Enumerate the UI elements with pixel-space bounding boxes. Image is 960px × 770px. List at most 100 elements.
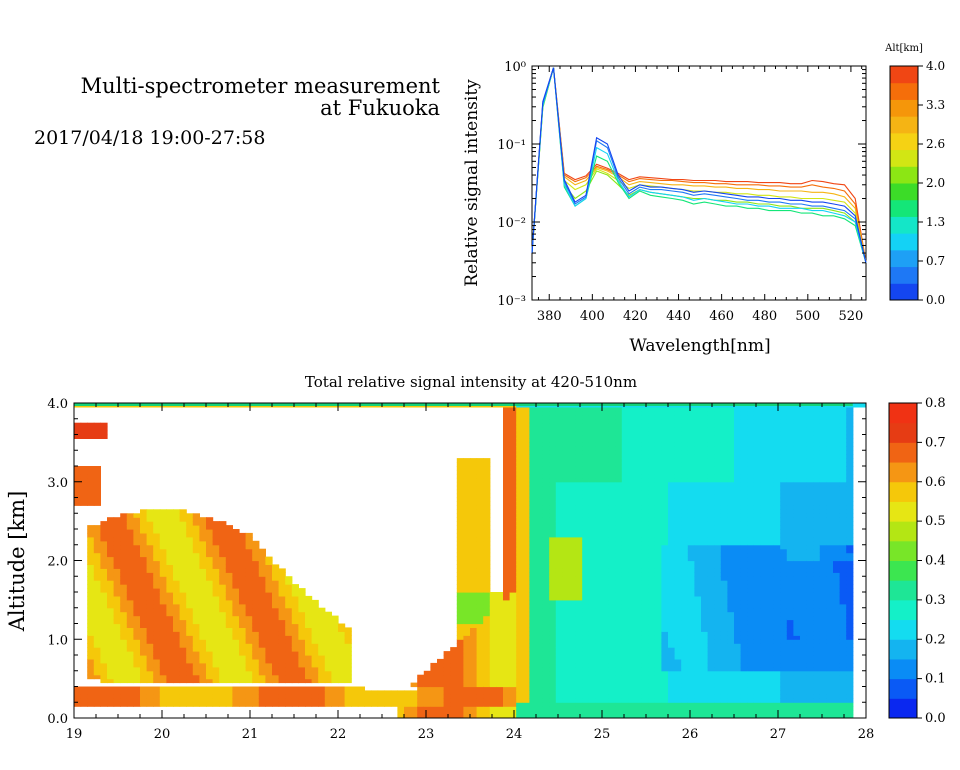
heatmap-cell [351,698,359,703]
heatmap-cell [120,623,128,628]
heatmap-cell [463,505,471,510]
heatmap-cell [153,619,161,625]
heatmap-cell [628,710,636,715]
heatmap-cell [661,611,669,617]
heatmap-cell [529,584,537,589]
heatmap-cell [668,576,676,581]
heatmap-cell [318,694,326,699]
heatmap-cell [93,674,101,680]
heatmap-cell [107,536,115,542]
heatmap-cell [687,576,695,581]
heatmap-cell [489,694,497,699]
heatmap-cell [199,556,207,562]
heatmap-cell [648,521,656,526]
heatmap-cell [555,631,563,636]
heatmap-cell [602,706,610,711]
heatmap-cell [648,698,656,703]
heatmap-cell [476,670,484,676]
heatmap-cell [225,674,233,680]
heatmap-cell [549,501,557,506]
heatmap-cell [602,588,610,593]
heatmap-cell [93,540,101,546]
heatmap-cell [212,611,220,617]
heatmap-cell [100,623,108,628]
heatmap-cell [133,658,141,664]
heatmap-cell [173,517,181,522]
heatmap-cell [245,532,253,538]
heatmap-cell [542,438,550,443]
heatmap-cell [595,418,603,424]
heatmap-cell [687,454,695,459]
heatmap-cell [701,690,709,695]
heatmap-cell [298,611,306,617]
heatmap-cell [126,548,134,554]
heatmap-cell [635,418,643,424]
heatmap-cell [668,525,676,530]
heatmap-cell [509,430,517,436]
heatmap-cell [621,462,629,467]
heatmap-cell [687,655,695,660]
heatmap-cell [555,588,563,593]
heatmap-cell [529,430,537,436]
heatmap-cell [496,702,504,707]
heatmap-cell [529,714,537,718]
heatmap-cell [133,548,141,554]
heatmap-cell [549,611,557,617]
heatmap-cell [588,536,596,542]
heatmap-cell [331,615,339,621]
heatmap-cell [509,493,517,499]
heatmap-cell [628,469,636,475]
heatmap-cell [423,694,431,699]
heatmap-cell [140,611,148,617]
heatmap-cell [113,560,121,565]
heatmap-cell [93,532,101,538]
heatmap-cell [608,493,616,499]
heatmap-cell [681,501,689,506]
heatmap-cell [186,529,194,534]
heatmap-cell [674,481,682,487]
heatmap-cell [701,619,709,625]
heatmap-cell [278,694,286,699]
heatmap-cell [516,556,524,562]
heatmap-cell [298,694,306,699]
heatmap-cell [278,647,286,652]
heatmap-cell [140,662,148,668]
heatmap-cell [509,505,517,510]
heatmap-cell [668,532,676,538]
heatmap-cell [344,666,352,672]
heatmap-cell [615,639,623,644]
heatmap-cell [687,442,695,447]
heatmap-cell [661,422,669,428]
heatmap-cell [701,666,709,672]
heatmap-cell [562,505,570,510]
heatmap-cell [159,532,167,538]
heatmap-cell [338,674,346,680]
heatmap-cell [648,655,656,660]
heatmap-cell [483,580,491,585]
heatmap-cell [225,584,233,589]
heatmap-cell [159,635,167,640]
heatmap-cell [536,481,544,487]
heatmap-cell [107,643,115,648]
heatmap-cell [483,529,491,534]
heatmap-cell [602,414,610,420]
heatmap-cell [456,540,464,546]
heatmap-cell [615,619,623,625]
heatmap-cell [681,592,689,597]
heatmap-cell [582,674,590,680]
heatmap-cell [470,619,478,625]
heatmap-cell [555,686,563,691]
heatmap-cell [681,505,689,510]
heatmap-cell [549,517,557,522]
heatmap-cell [219,639,227,644]
heatmap-cell [166,611,174,617]
heatmap-cell [529,454,537,459]
heatmap-cell [272,572,280,577]
heatmap-cell [509,454,517,459]
heatmap-cell [536,631,544,636]
heatmap-cell [179,603,187,609]
heatmap-cell [456,651,464,656]
heatmap-cell [555,698,563,703]
heatmap-cell [516,588,524,593]
heatmap-cell [470,481,478,487]
